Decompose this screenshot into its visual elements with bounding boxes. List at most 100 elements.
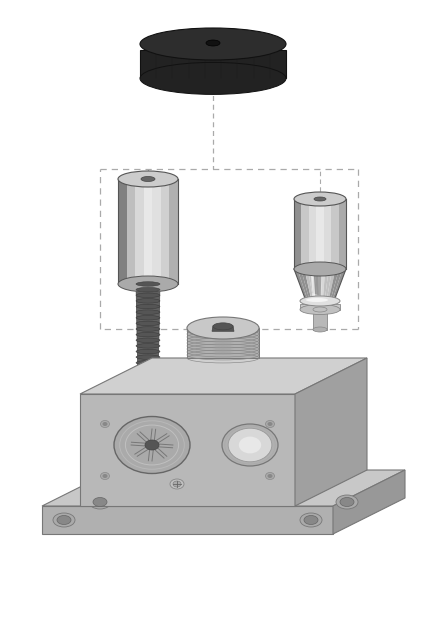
Bar [316,199,319,269]
Bar [147,179,150,284]
Ellipse shape [93,498,107,506]
Ellipse shape [294,262,346,276]
Ellipse shape [228,428,272,462]
Bar [343,199,346,269]
Polygon shape [328,269,339,301]
Bar [314,199,316,269]
Polygon shape [315,269,319,301]
Ellipse shape [103,474,107,478]
Ellipse shape [89,495,111,509]
Bar [150,179,152,284]
Polygon shape [327,269,336,301]
Ellipse shape [239,437,261,453]
Polygon shape [42,470,405,506]
Bar [164,179,167,284]
Ellipse shape [101,473,109,480]
Bar [172,179,175,284]
Bar [132,179,135,284]
Ellipse shape [300,296,340,306]
Polygon shape [301,269,311,301]
Ellipse shape [136,349,160,354]
Polygon shape [323,269,329,301]
Bar [141,179,144,284]
Ellipse shape [103,422,107,426]
Ellipse shape [141,176,155,182]
Ellipse shape [136,282,160,286]
Bar [121,179,124,284]
Polygon shape [42,506,333,534]
Ellipse shape [136,321,160,326]
Polygon shape [305,269,314,301]
Bar [309,199,311,269]
Bar [296,199,299,269]
Bar [294,199,296,269]
Bar [135,179,138,284]
Ellipse shape [136,304,160,308]
Bar [334,199,336,269]
Bar [306,199,309,269]
Ellipse shape [314,197,326,201]
Bar [311,199,314,269]
Ellipse shape [136,361,160,365]
Bar [155,179,158,284]
Ellipse shape [336,495,358,509]
Polygon shape [332,269,346,301]
Bar [329,199,331,269]
Bar [175,179,178,284]
Ellipse shape [101,421,109,428]
Polygon shape [333,470,405,534]
Ellipse shape [206,40,220,46]
Ellipse shape [57,515,71,524]
Ellipse shape [170,479,184,489]
Ellipse shape [136,293,160,298]
Ellipse shape [304,515,318,524]
Ellipse shape [300,305,340,314]
Bar [336,199,339,269]
Polygon shape [300,303,340,310]
Ellipse shape [222,424,278,466]
Bar [319,199,321,269]
Bar [144,179,147,284]
Ellipse shape [140,28,286,60]
Ellipse shape [136,338,160,343]
Ellipse shape [136,366,160,371]
Polygon shape [187,328,259,358]
Polygon shape [80,358,367,394]
Bar [152,179,155,284]
Polygon shape [312,272,321,296]
Ellipse shape [138,372,158,377]
Ellipse shape [300,513,322,527]
Bar [127,179,130,284]
Bar [302,199,304,269]
Ellipse shape [114,417,190,473]
Bar [130,179,132,284]
Bar [124,179,127,284]
Polygon shape [318,269,322,301]
Ellipse shape [268,422,273,426]
Polygon shape [295,358,367,506]
Ellipse shape [173,481,181,487]
Ellipse shape [265,421,274,428]
Ellipse shape [213,323,233,330]
Polygon shape [297,269,310,301]
Polygon shape [80,394,295,506]
Polygon shape [308,269,315,301]
Bar [331,199,334,269]
Polygon shape [330,269,343,301]
Bar [321,199,324,269]
Ellipse shape [136,327,160,331]
Bar [341,199,343,269]
Ellipse shape [136,332,160,337]
Bar [339,199,341,269]
Polygon shape [313,310,327,330]
Ellipse shape [140,62,286,95]
Bar [304,199,306,269]
Ellipse shape [53,513,75,527]
Bar [118,179,121,284]
Polygon shape [140,50,286,79]
Ellipse shape [340,498,354,506]
Polygon shape [294,269,308,301]
Ellipse shape [136,355,160,359]
Polygon shape [325,269,332,301]
Bar [324,199,326,269]
